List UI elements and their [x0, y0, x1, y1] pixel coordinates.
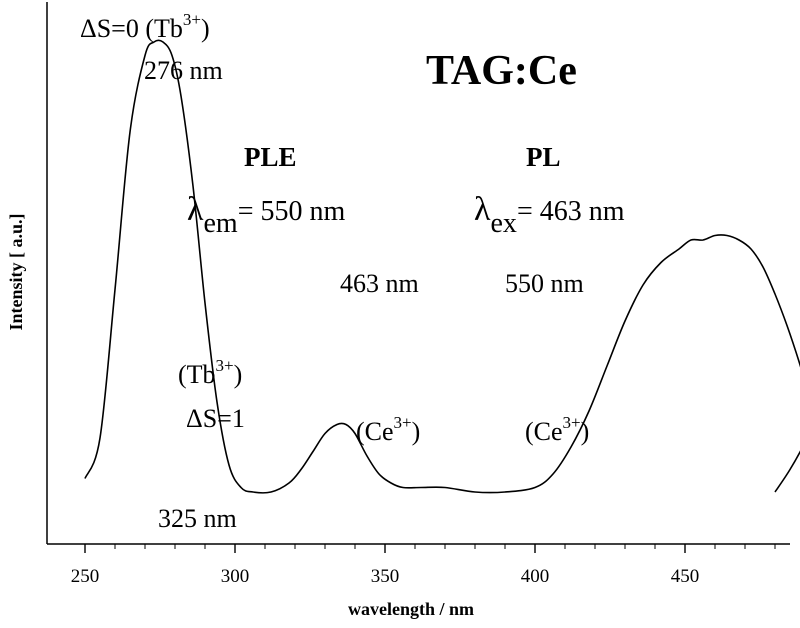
ce-ple-close: ) — [412, 417, 421, 446]
y-axis-title: Intensity [ a.u.] — [6, 213, 26, 330]
delta-s1-label: ΔS=1 — [186, 404, 245, 433]
tb-open: (Tb — [178, 360, 216, 389]
tb-close: ) — [234, 360, 243, 389]
ce-pl-open: (Ce — [525, 417, 563, 446]
ce-ple-open: (Ce — [356, 417, 394, 446]
x-tick-label: 250 — [71, 566, 100, 587]
curves — [84, 39, 800, 494]
series-line-pl — [774, 450, 800, 493]
x-tick-label: 350 — [371, 566, 400, 587]
ce-pl-sup: 3+ — [563, 413, 581, 432]
tb-label: (Tb3+) — [178, 356, 242, 389]
peak-276-state-label: ΔS=0 (Tb3+) — [80, 10, 210, 43]
x-tick-label: 400 — [521, 566, 550, 587]
ple-lambda-value: = 550 nm — [238, 196, 346, 227]
ce-pl-close: ) — [581, 417, 590, 446]
tb-sup: 3+ — [216, 356, 234, 375]
peak-550-wavelength: 550 nm — [505, 269, 584, 298]
ple-lambda: λ — [187, 191, 204, 228]
ce-ple-label: (Ce3+) — [356, 413, 420, 446]
ple-label: PLE — [244, 142, 297, 172]
pl-lambda-label: λex= 463 nm — [474, 191, 625, 239]
peak-276-state-text: ΔS=0 (Tb — [80, 14, 183, 43]
x-tick-label: 450 — [671, 566, 700, 587]
pl-label: PL — [526, 142, 561, 172]
peak-463-wavelength: 463 nm — [340, 269, 419, 298]
ple-lambda-sub: em — [204, 208, 238, 239]
x-axis-title: wavelength / nm — [348, 599, 474, 619]
x-ticks: 250300350400450500550600650700 — [71, 544, 776, 587]
peak-276-wavelength: 276 nm — [144, 56, 223, 85]
wl-325-label: 325 nm — [158, 504, 237, 533]
pl-lambda-sub: ex — [491, 208, 517, 239]
x-tick-label: 300 — [221, 566, 250, 587]
series-line-ple — [84, 39, 800, 494]
pl-lambda-value: = 463 nm — [517, 196, 625, 227]
peak-276-state-close: ) — [201, 14, 210, 43]
ple-lambda-label: λem= 550 nm — [187, 191, 346, 239]
axes: 250300350400450500550600650700 — [46, 2, 790, 587]
ce-ple-sup: 3+ — [394, 413, 412, 432]
pl-lambda: λ — [474, 191, 491, 228]
ce-pl-label: (Ce3+) — [525, 413, 589, 446]
chart-title: TAG:Ce — [426, 48, 577, 94]
peak-276-state-sup: 3+ — [183, 10, 201, 29]
